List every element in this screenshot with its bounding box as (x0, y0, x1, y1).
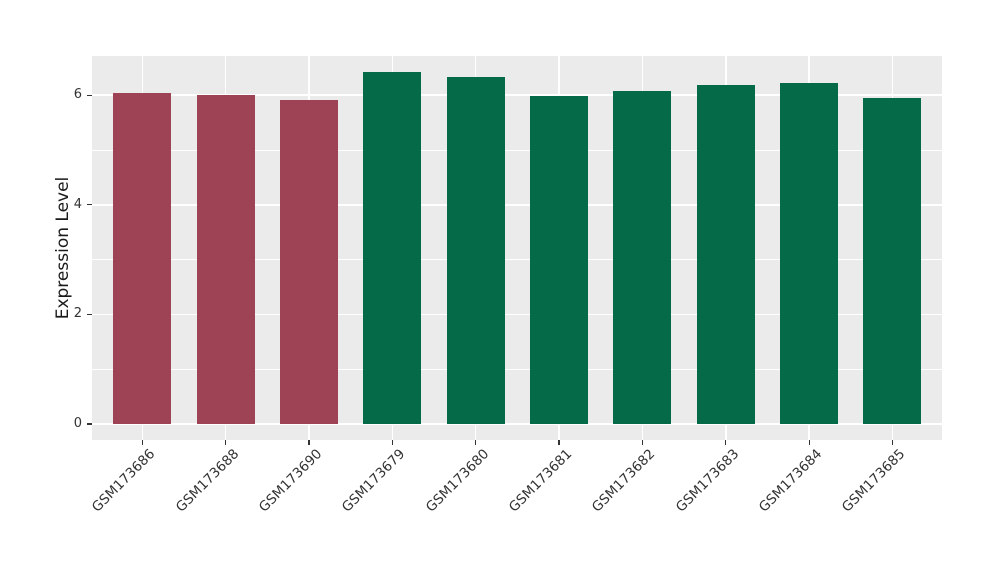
gridline-major-y (92, 423, 942, 425)
x-tick-mark (725, 440, 727, 445)
x-tick-mark (391, 440, 393, 445)
y-tick-label: 2 (73, 306, 82, 322)
bar-GSM173690 (280, 99, 338, 424)
bar-GSM173683 (696, 84, 755, 424)
bar-GSM173688 (196, 95, 255, 424)
y-tick-mark (87, 423, 92, 425)
bar-GSM173681 (530, 96, 589, 424)
gridline-major-y (92, 94, 942, 96)
bar-GSM173680 (446, 76, 505, 424)
x-tick-mark (225, 440, 227, 445)
y-tick-label: 0 (73, 416, 82, 431)
plot-panel (92, 56, 942, 440)
gridline-minor-y (92, 149, 942, 151)
gridline-major-y (92, 204, 942, 206)
y-tick-mark (87, 204, 92, 206)
bar-GSM173686 (113, 93, 172, 424)
bar-GSM173682 (613, 90, 672, 424)
y-tick-label: 6 (73, 87, 82, 103)
bar-GSM173684 (780, 83, 839, 424)
y-axis-title: Expression Level (53, 176, 73, 320)
x-tick-mark (308, 440, 310, 445)
y-tick-mark (87, 313, 92, 315)
x-tick-mark (891, 440, 894, 445)
gridline-minor-y (92, 368, 942, 370)
x-tick-mark (808, 440, 810, 445)
gridline-minor-y (92, 259, 942, 261)
gridline-major-y (92, 313, 942, 316)
bar-GSM173685 (863, 98, 922, 424)
x-tick-mark (558, 440, 560, 445)
bar-GSM173679 (363, 72, 422, 424)
x-tick-mark (641, 440, 643, 445)
y-tick-mark (87, 94, 92, 96)
x-tick-mark (475, 440, 477, 445)
x-tick-mark (141, 440, 143, 445)
y-tick-label: 4 (73, 196, 82, 212)
